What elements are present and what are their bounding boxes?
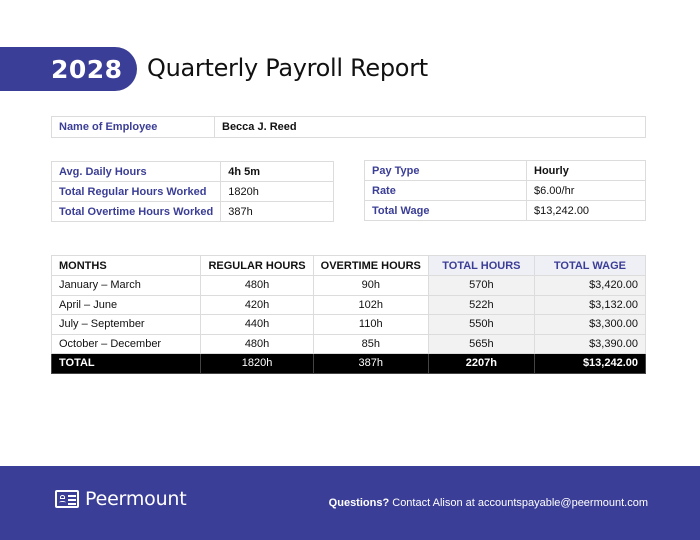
month-cell: July – September	[50, 314, 202, 335]
rate-value: $6.00/hr	[526, 180, 646, 201]
header-months: MONTHS	[50, 255, 202, 276]
footer: Peermount Questions? Contact Alison at a…	[0, 466, 700, 540]
brand-logo: Peermount	[55, 488, 187, 510]
total-wage-cell: $3,300.00	[533, 314, 647, 335]
total-wage-cell: $3,390.00	[533, 333, 647, 354]
month-cell: January – March	[50, 275, 202, 296]
pay-type-label: Pay Type	[364, 160, 527, 181]
total-regular-hours-cell: 1820h	[200, 353, 314, 374]
grand-total-hours-cell: 2207h	[427, 353, 535, 374]
avg-daily-hours-label: Avg. Daily Hours	[50, 161, 222, 182]
regular-hours-cell: 480h	[200, 275, 314, 296]
total-hours-cell: 565h	[427, 333, 535, 354]
table-row: April – June 420h 102h 522h $3,132.00	[50, 294, 647, 315]
header-regular-hours: REGULAR HOURS	[200, 255, 314, 276]
table-header-row: MONTHS REGULAR HOURS OVERTIME HOURS TOTA…	[50, 255, 647, 276]
total-label-cell: TOTAL	[50, 353, 202, 374]
table-row: Total Regular Hours Worked 1820h	[50, 181, 334, 202]
table-row: Rate $6.00/hr	[364, 180, 646, 201]
month-cell: April – June	[50, 294, 202, 315]
total-wage-value: $13,242.00	[526, 200, 646, 221]
page-title: Quarterly Payroll Report	[147, 54, 428, 82]
regular-hours-cell: 480h	[200, 333, 314, 354]
pay-type-value: Hourly	[526, 160, 646, 181]
avg-daily-hours-value: 4h 5m	[220, 161, 334, 182]
rate-label: Rate	[364, 180, 527, 201]
month-cell: October – December	[50, 333, 202, 354]
table-row: Total Overtime Hours Worked 387h	[50, 201, 334, 222]
total-regular-hours-value: 1820h	[220, 181, 334, 202]
total-hours-cell: 550h	[427, 314, 535, 335]
table-row: Total Wage $13,242.00	[364, 200, 646, 221]
total-regular-hours-label: Total Regular Hours Worked	[50, 181, 222, 202]
table-row: July – September 440h 110h 550h $3,300.0…	[50, 314, 647, 335]
employee-table: Name of Employee Becca J. Reed	[51, 116, 646, 138]
table-row: October – December 480h 85h 565h $3,390.…	[50, 333, 647, 354]
year-badge: 2028	[0, 47, 137, 91]
total-overtime-hours-value: 387h	[220, 201, 334, 222]
table-row: January – March 480h 90h 570h $3,420.00	[50, 275, 647, 296]
total-wage-cell: $3,420.00	[533, 275, 647, 296]
header-total-hours: TOTAL HOURS	[427, 255, 535, 276]
contact-lead: Questions?	[328, 497, 390, 509]
employee-name: Becca J. Reed	[214, 116, 646, 138]
table-row: Pay Type Hourly	[364, 160, 646, 181]
total-hours-cell: 570h	[427, 275, 535, 296]
regular-hours-cell: 440h	[200, 314, 314, 335]
total-hours-cell: 522h	[427, 294, 535, 315]
header-overtime-hours: OVERTIME HOURS	[312, 255, 429, 276]
total-overtime-hours-label: Total Overtime Hours Worked	[50, 201, 222, 222]
employee-row: Name of Employee Becca J. Reed	[51, 116, 646, 138]
pay-summary-table: Pay Type Hourly Rate $6.00/hr Total Wage…	[364, 160, 646, 221]
employee-label: Name of Employee	[51, 116, 215, 138]
total-overtime-hours-cell: 387h	[312, 353, 429, 374]
overtime-hours-cell: 85h	[312, 333, 429, 354]
header-total-wage: TOTAL WAGE	[533, 255, 647, 276]
total-row: TOTAL 1820h 387h 2207h $13,242.00	[50, 353, 647, 374]
brand-name: Peermount	[85, 488, 187, 510]
regular-hours-cell: 420h	[200, 294, 314, 315]
overtime-hours-cell: 110h	[312, 314, 429, 335]
monthly-breakdown-table: MONTHS REGULAR HOURS OVERTIME HOURS TOTA…	[50, 255, 647, 374]
contact-info: Questions? Contact Alison at accountspay…	[329, 497, 648, 509]
id-card-icon	[55, 490, 79, 508]
overtime-hours-cell: 90h	[312, 275, 429, 296]
table-row: Avg. Daily Hours 4h 5m	[50, 161, 334, 182]
overtime-hours-cell: 102h	[312, 294, 429, 315]
hours-summary-table: Avg. Daily Hours 4h 5m Total Regular Hou…	[50, 161, 334, 222]
total-wage-cell: $3,132.00	[533, 294, 647, 315]
total-wage-label: Total Wage	[364, 200, 527, 221]
grand-total-wage-cell: $13,242.00	[533, 353, 647, 374]
contact-text: Contact Alison at accountspayable@peermo…	[389, 497, 648, 509]
